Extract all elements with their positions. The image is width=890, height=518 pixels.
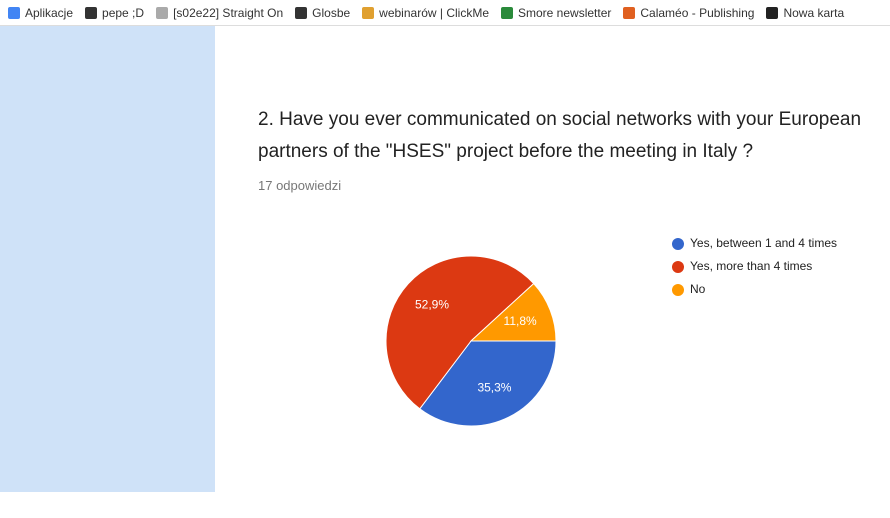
bookmark-icon [501,6,513,19]
bookmark-icon [8,6,20,19]
question-title: 2. Have you ever communicated on social … [258,104,861,168]
legend-label: Yes, more than 4 times [690,259,812,273]
sidebar [0,26,215,492]
slice-label: 35,3% [477,380,511,394]
bookmark[interactable]: Calaméo - Publishing [623,6,754,20]
bookmark[interactable]: Glosbe [295,6,350,20]
bookmark[interactable]: Aplikacje [8,6,73,20]
bookmark-label: Smore newsletter [518,5,612,20]
response-count: 17 odpowiedzi [258,178,342,193]
bookmark-icon [85,6,98,19]
title-line: 2. Have you ever communicated on social … [258,109,862,130]
legend-swatch [672,284,684,296]
bookmark-icon [295,6,308,19]
slice-label: 11,8% [504,314,537,328]
slice-label: 52,9% [415,298,449,312]
legend-swatch [672,238,684,250]
legend-label: No [690,282,706,296]
legend-label: Yes, between 1 and 4 times [690,236,837,250]
page: Aplikacje pepe ;D [s02e22] Straight On Glos… [0,0,890,492]
bookmark-label: webinarów | ClickMe [379,5,489,20]
bookmark-icon [362,6,375,19]
pie-slice [385,255,535,410]
pie-slice [469,282,557,342]
bookmark-label: [s02e22] Straight On [173,5,284,20]
bookmark-label: pepe ;D [102,5,145,20]
bookmark[interactable]: [s02e22] Straight On [156,6,283,20]
bookmark-label: Nowa karta [783,5,845,20]
title-line: partners of the "HSES" project before th… [258,141,754,162]
bookmarks-bar: Aplikacje pepe ;D [s02e22] Straight On Glos… [0,0,890,26]
bookmark-label: Aplikacje [25,5,74,20]
bookmark-icon [156,6,169,19]
bookmark-icon [623,6,636,19]
bookmark[interactable]: webinarów | ClickMe [362,6,489,20]
bookmark-label: Calaméo - Publishing [640,5,755,20]
chart: 35,3% 52,9% 11,8% Yes, between 1 and 4 time… [385,236,837,427]
bookmark[interactable]: Nowa karta [766,6,844,20]
bookmark-icon [766,6,779,19]
pie-slice [419,340,557,427]
bookmark[interactable]: Smore newsletter [501,6,611,20]
bookmark-label: Glosbe [312,5,351,20]
legend-swatch [672,261,684,273]
bookmark[interactable]: pepe ;D [85,6,144,20]
